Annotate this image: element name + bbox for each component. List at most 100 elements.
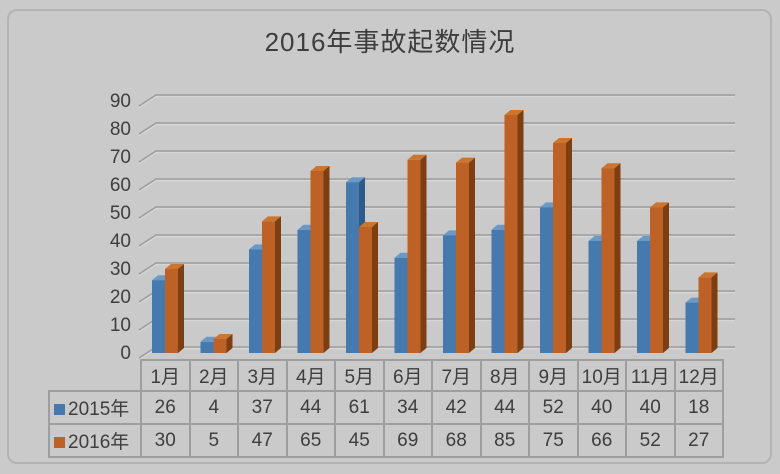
gridline-highlight xyxy=(138,291,735,305)
gridline-highlight xyxy=(138,235,735,249)
bar-2016年-1月-side xyxy=(178,264,184,353)
table-cell-2016年-4月: 65 xyxy=(285,423,336,458)
table-cell-2015年-6月: 34 xyxy=(382,390,433,425)
table-cell-2015年-5月: 61 xyxy=(334,390,385,425)
column-header-5月: 5月 xyxy=(334,359,385,392)
bar-2015年-8月 xyxy=(491,229,505,353)
bar-2015年-6月 xyxy=(394,257,408,353)
table-cell-2016年-12月: 27 xyxy=(673,423,724,458)
table-cell-2016年-10月: 66 xyxy=(576,423,627,458)
bar-2016年-12月 xyxy=(698,277,712,353)
column-header-4月: 4月 xyxy=(285,359,336,392)
bar-2016年-1月-top xyxy=(165,264,184,269)
column-header-6月: 6月 xyxy=(382,359,433,392)
table-cell-2016年-11月: 52 xyxy=(625,423,676,458)
bar-2015年-7月-side xyxy=(456,230,462,353)
bar-2016年-5月 xyxy=(359,227,372,353)
bar-2015年-9月-top xyxy=(540,202,559,208)
gridline xyxy=(138,122,735,135)
legend-label-2016年: 2016年 xyxy=(68,432,130,453)
bar-2015年-12月-side xyxy=(698,297,705,353)
bar-2015年-11月-side xyxy=(650,236,656,353)
bar-2016年-4月-top xyxy=(310,166,330,171)
bar-2015年-6月-top xyxy=(394,252,414,258)
bar-2016年-9月-top xyxy=(553,138,572,143)
bar-2015年-11月-top xyxy=(637,236,656,241)
table-cell-2015年-11月: 40 xyxy=(625,390,676,425)
table-cell-2015年-9月: 52 xyxy=(528,390,579,425)
bar-2016年-12月-top xyxy=(698,272,718,278)
bar-2015年-8月-side xyxy=(504,224,511,353)
bar-2015年-9月 xyxy=(540,207,553,353)
bar-2016年-9月 xyxy=(553,143,566,353)
y-axis-tick-label: 90 xyxy=(110,91,131,112)
y-axis-tick-label: 80 xyxy=(110,119,131,140)
bar-2016年-6月-side xyxy=(420,154,427,353)
y-axis-tick-label: 30 xyxy=(110,259,131,280)
table-cell-2016年-7月: 68 xyxy=(431,423,482,458)
bar-2015年-7月-top xyxy=(443,230,462,236)
legend-swatch-2015年 xyxy=(54,404,65,415)
bar-2016年-3月-top xyxy=(262,216,281,222)
gridline xyxy=(138,234,735,247)
bar-2016年-5月-side xyxy=(372,222,378,353)
bar-2016年-4月-side xyxy=(323,166,330,353)
bar-2015年-4月 xyxy=(297,229,311,353)
data-table: 1月 2月 3月 4月 5月 6月 7月 8月 9月 10月 11月 12月 2015年 26 4 37 44 6… xyxy=(48,359,724,458)
table-cell-2016年-1月: 30 xyxy=(140,423,191,458)
bar-2016年-7月-top xyxy=(456,157,475,163)
gridline xyxy=(138,94,735,107)
bar-2015年-4月-side xyxy=(310,224,317,353)
table-cell-2016年-2月: 5 xyxy=(188,423,239,458)
gridline xyxy=(138,150,735,163)
bar-2015年-3月-side xyxy=(262,244,268,353)
bar-2015年-4月-top xyxy=(297,224,317,230)
bar-2015年-2月-top xyxy=(200,336,220,342)
bar-2016年-4月 xyxy=(310,171,324,353)
bar-2015年-1月-side xyxy=(165,275,171,353)
table-cell-2016年-9月: 75 xyxy=(528,423,579,458)
legend-label-2015年: 2015年 xyxy=(68,399,130,420)
legend-swatch-2016年 xyxy=(54,437,65,448)
bar-2015年-10月-side xyxy=(601,236,608,353)
gridline-highlight xyxy=(138,263,735,277)
bar-2015年-3月 xyxy=(249,249,262,353)
y-axis-tick-label: 40 xyxy=(110,231,131,252)
bar-2016年-3月-side xyxy=(275,216,281,353)
gridline xyxy=(138,206,735,219)
bar-2016年-9月-side xyxy=(566,138,572,353)
gridline-highlight xyxy=(138,95,735,109)
y-axis-tick-label: 60 xyxy=(110,175,131,196)
bar-2016年-8月 xyxy=(504,115,518,353)
bar-2016年-7月 xyxy=(456,162,469,353)
column-header-11月: 11月 xyxy=(625,359,676,392)
column-header-8月: 8月 xyxy=(479,359,530,392)
table-cell-2016年-8月: 85 xyxy=(479,423,530,458)
y-axis-tick-label: 50 xyxy=(110,203,131,224)
bar-2016年-11月-side xyxy=(663,202,669,353)
column-header-2月: 2月 xyxy=(188,359,239,392)
gridline-highlight xyxy=(138,123,735,137)
bar-2016年-10月-top xyxy=(601,163,621,169)
gridline xyxy=(138,262,735,275)
bar-2016年-12月-side xyxy=(711,272,718,353)
gridline-highlight xyxy=(138,179,735,193)
table-cell-2015年-7月: 42 xyxy=(431,390,482,425)
table-cell-2016年-3月: 47 xyxy=(237,423,288,458)
gridline xyxy=(138,346,735,359)
column-header-1月: 1月 xyxy=(140,359,191,392)
table-cell-2015年-10月: 40 xyxy=(576,390,627,425)
column-header-12月: 12月 xyxy=(673,359,724,392)
column-header-3月: 3月 xyxy=(237,359,288,392)
gridline xyxy=(138,290,735,303)
bar-2015年-1月 xyxy=(152,280,165,353)
bar-2015年-1月-top xyxy=(152,275,171,281)
bar-2015年-8月-top xyxy=(491,224,511,230)
bar-2016年-10月-side xyxy=(614,163,621,353)
bar-2016年-2月-top xyxy=(213,334,233,339)
gridline-highlight xyxy=(138,151,735,165)
bar-2015年-9月-side xyxy=(553,202,559,353)
bar-2015年-6月-side xyxy=(407,252,414,353)
bar-2015年-3月-top xyxy=(249,244,268,250)
bar-2016年-8月-top xyxy=(504,110,524,115)
